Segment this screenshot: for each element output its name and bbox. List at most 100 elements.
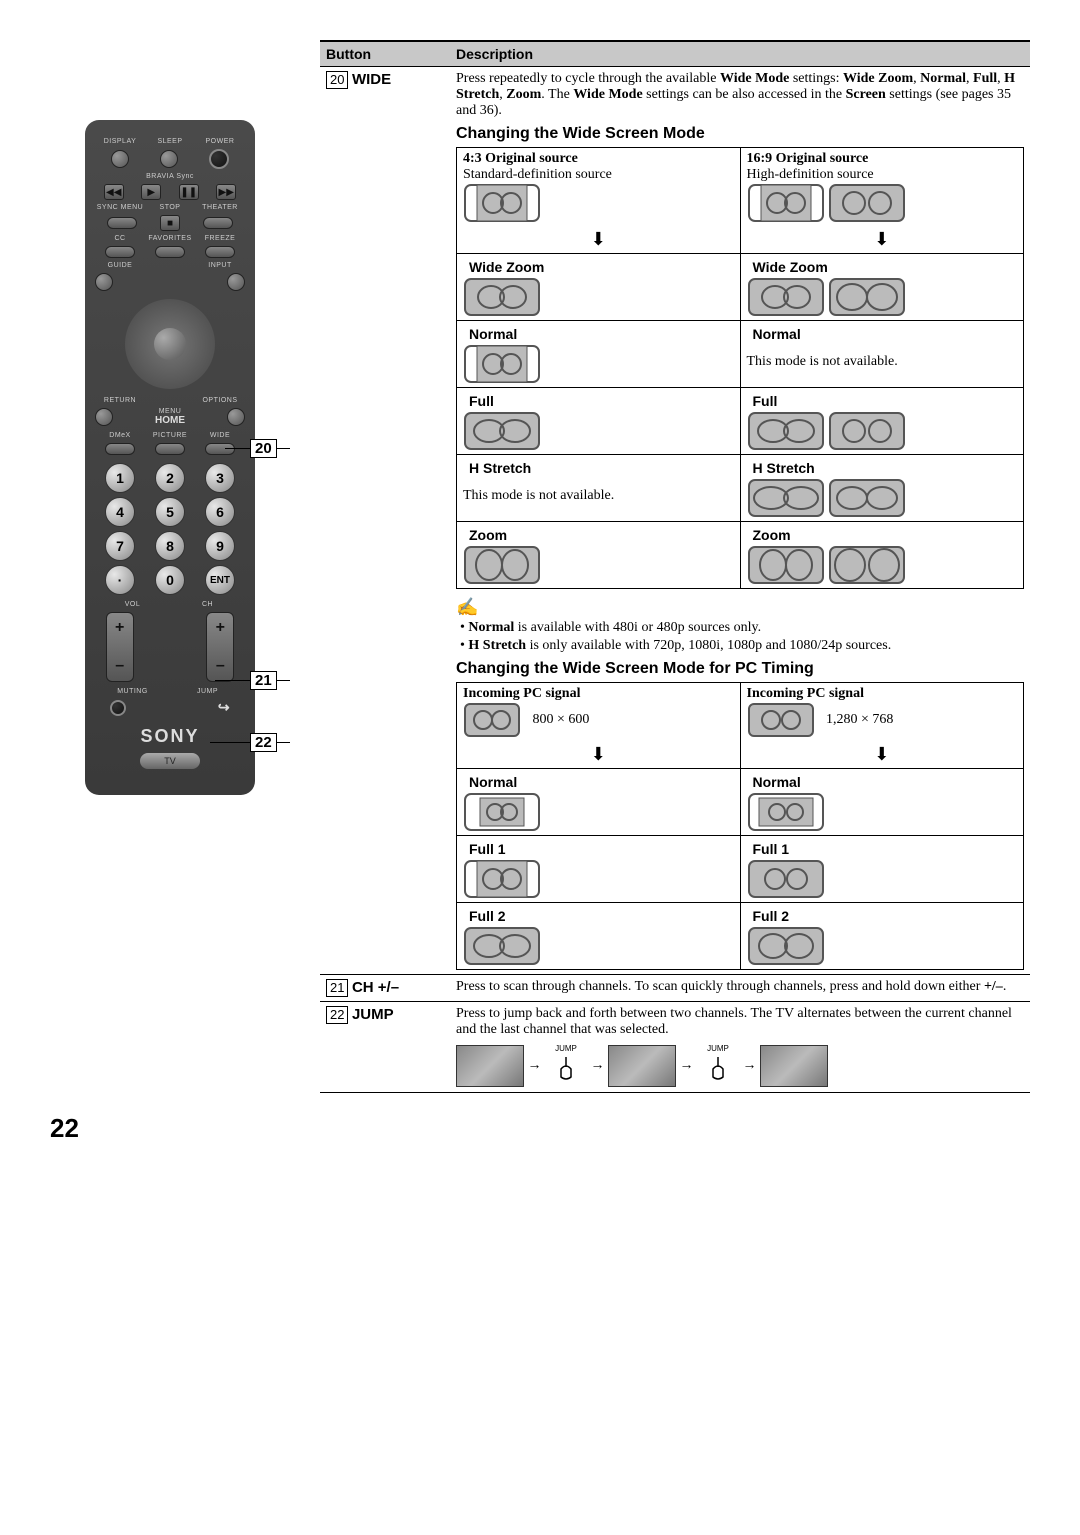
note-normal: • Normal is available with 480i or 480p … (460, 620, 1024, 636)
header-button: Button (320, 41, 450, 67)
jump-hand-2-icon: JUMP (697, 1044, 739, 1088)
jump-screen-3-icon (760, 1045, 828, 1087)
hstretch-169-label: H Stretch (747, 458, 1018, 478)
power-button (209, 149, 229, 169)
favorites-button (155, 246, 185, 258)
page-number: 22 (50, 1113, 1030, 1144)
pc-res2: 1,280 × 768 (826, 712, 893, 727)
normal-169-label: Normal (747, 324, 1018, 344)
label-muting: MUTING (95, 688, 170, 695)
pc-full1-2-label: Full 1 (747, 839, 1018, 859)
ch-description-cell: Press to scan through channels. To scan … (450, 975, 1030, 1002)
tv-widezoom-169b-icon (828, 277, 906, 317)
cc-button (105, 246, 135, 258)
wide-description-cell: Press repeatedly to cycle through the av… (450, 67, 1030, 975)
ch-name: CH +/– (352, 979, 399, 996)
label-jump: JUMP (170, 688, 245, 695)
numkey-ent: ENT (205, 565, 235, 595)
options-button (227, 408, 245, 426)
normal-43-label: Normal (463, 324, 734, 344)
wide-section-header: Changing the Wide Screen Mode (456, 125, 1024, 143)
label-power: POWER (195, 138, 245, 145)
full-43-label: Full (463, 391, 734, 411)
tv-43-original-icon (463, 183, 541, 223)
pc-col2-header: Incoming PC signal (747, 686, 864, 701)
label-freeze: FREEZE (195, 235, 245, 242)
pc-res1: 800 × 600 (533, 712, 590, 727)
down-arrow-icon: ⬇ (740, 226, 1024, 254)
wide-button (205, 443, 235, 455)
zoom-169-label: Zoom (747, 525, 1018, 545)
label-sleep: SLEEP (145, 138, 195, 145)
play-button: ▶ (141, 184, 161, 200)
ch-rocker: +– (206, 612, 234, 682)
guide-button (95, 273, 113, 291)
pc-normal-1-icon (463, 792, 541, 832)
tv-full-169b-icon (828, 411, 906, 451)
tv-hstretch-169b-icon (828, 478, 906, 518)
dpad (125, 299, 215, 389)
ch-button-cell: 21 CH +/– (320, 975, 450, 1002)
jump-button: ↪ (218, 699, 230, 716)
input-button (227, 273, 245, 291)
pc-full2-2-label: Full 2 (747, 906, 1018, 926)
theater-button (203, 217, 233, 229)
jump-screen-1-icon (456, 1045, 524, 1087)
tv-169-original-a-icon (747, 183, 825, 223)
pc-normal-2-icon (747, 792, 825, 832)
zoom-43-label: Zoom (463, 525, 734, 545)
note-icon: ✍ (456, 597, 1024, 618)
syncmenu-button (107, 217, 137, 229)
label-theater: THEATER (195, 204, 245, 211)
wide-name: WIDE (352, 71, 391, 88)
display-button (111, 150, 129, 168)
rewind-button: ◀◀ (104, 184, 124, 200)
arrow-icon: → (680, 1058, 694, 1073)
down-arrow-icon: ⬇ (457, 226, 741, 254)
label-return: RETURN (95, 397, 145, 404)
normal-169-notavail: This mode is not available. (747, 344, 1018, 380)
brand-logo: SONY (95, 726, 245, 747)
label-syncmenu: SYNC MENU (95, 204, 145, 211)
label-guide: GUIDE (95, 262, 145, 269)
sleep-button (160, 150, 178, 168)
return-button (95, 408, 113, 426)
pc-res1-icon (463, 702, 521, 738)
button-description-table: Button Description 20 WIDE Press repeate… (320, 40, 1030, 1093)
numkey-9: 9 (205, 531, 235, 561)
hstretch-43-notavail: This mode is not available. (463, 478, 734, 514)
wide-button-cell: 20 WIDE (320, 67, 450, 975)
tv-full-169a-icon (747, 411, 825, 451)
tv-widezoom-169a-icon (747, 277, 825, 317)
tv-zoom-169b-icon (828, 545, 906, 585)
label-picture: PICTURE (145, 432, 195, 439)
pc-normal-2-label: Normal (747, 772, 1018, 792)
label-bravia-sync: BRAVIA Sync (95, 173, 245, 180)
pause-button: ❚❚ (179, 184, 199, 200)
callout-20: 20 (250, 439, 277, 458)
forward-button: ▶▶ (216, 184, 236, 200)
callout-22: 22 (250, 733, 277, 752)
label-input: INPUT (195, 262, 245, 269)
tv-hstretch-169a-icon (747, 478, 825, 518)
label-stop: STOP (145, 204, 195, 211)
numkey-3: 3 (205, 463, 235, 493)
remote-illustration-column: DISPLAY SLEEP POWER BRAVIA Sync ◀◀ ▶ ❚❚ … (50, 40, 290, 1093)
pc-col1-header: Incoming PC signal (463, 686, 580, 701)
label-menu: MENU (113, 408, 227, 415)
header-description: Description (450, 41, 1030, 67)
jump-hand-1-icon: JUMP (545, 1044, 587, 1088)
ch-num: 21 (326, 979, 348, 997)
label-favorites: FAVORITES (145, 235, 195, 242)
numkey-5: 5 (155, 497, 185, 527)
pc-full2-1-icon (463, 926, 541, 966)
vol-rocker: +– (106, 612, 134, 682)
content-column: Button Description 20 WIDE Press repeate… (320, 40, 1030, 1093)
label-vol: VOL (95, 601, 170, 608)
numkey-6: 6 (205, 497, 235, 527)
pc-full1-1-icon (463, 859, 541, 899)
widezoom-169-label: Wide Zoom (747, 257, 1018, 277)
tv-zoom-169a-icon (747, 545, 825, 585)
freeze-button (205, 246, 235, 258)
jump-num: 22 (326, 1006, 348, 1024)
